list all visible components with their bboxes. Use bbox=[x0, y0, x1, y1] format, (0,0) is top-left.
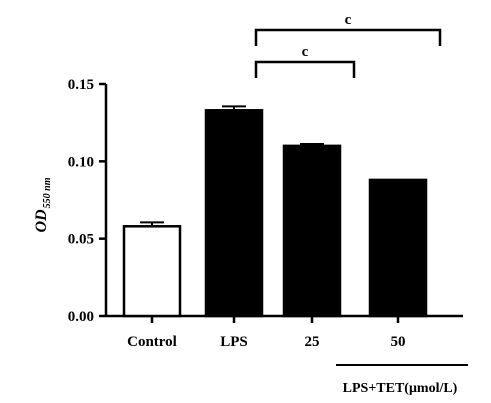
bar bbox=[122, 225, 182, 318]
error-bars bbox=[140, 105, 324, 227]
bar bbox=[204, 109, 264, 318]
y-tick-label: 0.10 bbox=[68, 154, 94, 170]
significance-label: c bbox=[302, 44, 309, 60]
y-axis-label: OD550 nm bbox=[33, 177, 53, 232]
x-tick-label: 25 bbox=[305, 334, 320, 350]
y-tick-label: 0.00 bbox=[68, 309, 94, 325]
y-tick-label: 0.05 bbox=[68, 232, 94, 248]
significance-bracket bbox=[254, 28, 442, 46]
x-tick-label: Control bbox=[127, 334, 177, 350]
bar bbox=[282, 144, 342, 318]
significance-brackets: cc bbox=[254, 12, 442, 78]
bars bbox=[122, 109, 428, 318]
group-label: LPS+TET(μmol/L) bbox=[343, 381, 458, 396]
labels: Control LPS 25 50 LPS+TET(μmol/L) OD550 nm bbox=[33, 177, 468, 396]
y-axis-label-main: OD bbox=[33, 209, 50, 233]
y-tick-label: 0.15 bbox=[68, 77, 94, 93]
significance-label: c bbox=[345, 12, 352, 28]
x-tick-label: 50 bbox=[391, 334, 406, 350]
x-tick-label: LPS bbox=[220, 334, 248, 350]
y-axis-label-subscript: 550 nm bbox=[42, 177, 53, 208]
significance-bracket bbox=[254, 60, 356, 78]
bar bbox=[368, 178, 428, 318]
